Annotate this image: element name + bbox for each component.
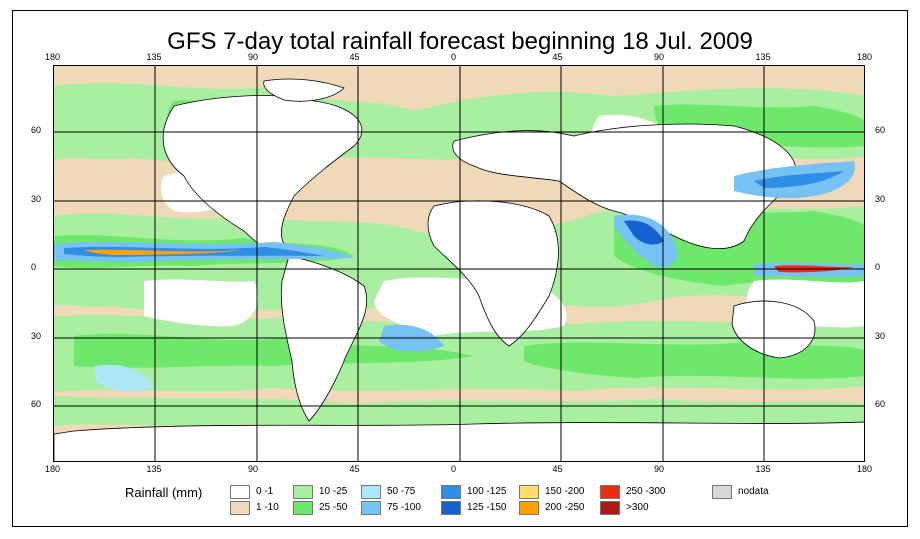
- lat-tick-right: 60: [875, 399, 886, 409]
- legend-title: Rainfall (mm): [125, 485, 203, 500]
- lon-tick-top: 90: [654, 52, 665, 62]
- lon-tick-top: 90: [248, 52, 259, 62]
- lon-tick-top: 45: [552, 52, 563, 62]
- lon-tick-top: 45: [349, 52, 360, 62]
- legend-swatch: [441, 501, 461, 515]
- lat-tick-right: 30: [875, 194, 886, 204]
- lon-tick-bottom: 180: [45, 464, 61, 474]
- legend-swatch: [441, 485, 461, 499]
- lon-tick-bottom: 135: [755, 464, 771, 474]
- legend-label: 75 -100: [387, 502, 421, 513]
- lat-tick-left: 30: [31, 194, 42, 204]
- legend-label: 125 -150: [467, 502, 507, 513]
- legend-label: 100 -125: [467, 486, 507, 497]
- legend-label: 25 -50: [319, 502, 348, 513]
- lon-tick-top: 0: [451, 52, 457, 62]
- legend-label: 250 -300: [626, 486, 666, 497]
- rainfall-map: [53, 65, 865, 462]
- legend-swatch: [293, 501, 313, 515]
- legend-swatch: [712, 485, 732, 499]
- lon-tick-top: 180: [45, 52, 61, 62]
- legend-swatch: [519, 485, 539, 499]
- lon-tick-bottom: 135: [146, 464, 162, 474]
- lat-tick-left: 30: [31, 331, 42, 341]
- legend-label: 10 -25: [319, 486, 348, 497]
- legend-label: 1 -10: [256, 502, 279, 513]
- lat-tick-left: 60: [31, 399, 42, 409]
- legend-label: 200 -250: [545, 502, 585, 513]
- legend-label: nodata: [738, 486, 769, 497]
- legend-swatch: [230, 501, 250, 515]
- map-title: GFS 7-day total rainfall forecast beginn…: [167, 28, 753, 55]
- lon-tick-bottom: 45: [552, 464, 563, 474]
- figure-frame: [12, 10, 908, 527]
- lat-tick-right: 30: [875, 331, 886, 341]
- legend-label: 50 -75: [387, 486, 416, 497]
- lat-tick-left: 60: [31, 125, 42, 135]
- legend-label: >300: [626, 502, 649, 513]
- lon-tick-top: 135: [146, 52, 162, 62]
- legend-label: 150 -200: [545, 486, 585, 497]
- lat-tick-right: 60: [875, 125, 886, 135]
- lon-tick-top: 135: [755, 52, 771, 62]
- legend-swatch: [230, 485, 250, 499]
- legend-swatch: [600, 485, 620, 499]
- lon-tick-bottom: 180: [857, 464, 873, 474]
- lon-tick-bottom: 90: [248, 464, 259, 474]
- legend-swatch: [600, 501, 620, 515]
- heavy-rain-bands: [54, 161, 864, 392]
- legend-label: 0 -1: [256, 486, 274, 497]
- lon-tick-bottom: 90: [654, 464, 665, 474]
- graticule: [54, 66, 864, 461]
- legend-swatch: [293, 485, 313, 499]
- legend-swatch: [361, 485, 381, 499]
- lon-tick-bottom: 45: [349, 464, 360, 474]
- lon-tick-top: 180: [857, 52, 873, 62]
- map-canvas: [54, 66, 864, 461]
- lon-tick-bottom: 0: [451, 464, 457, 474]
- lat-tick-left: 0: [31, 262, 37, 272]
- legend-swatch: [519, 501, 539, 515]
- legend-swatch: [361, 501, 381, 515]
- lat-tick-right: 0: [875, 262, 881, 272]
